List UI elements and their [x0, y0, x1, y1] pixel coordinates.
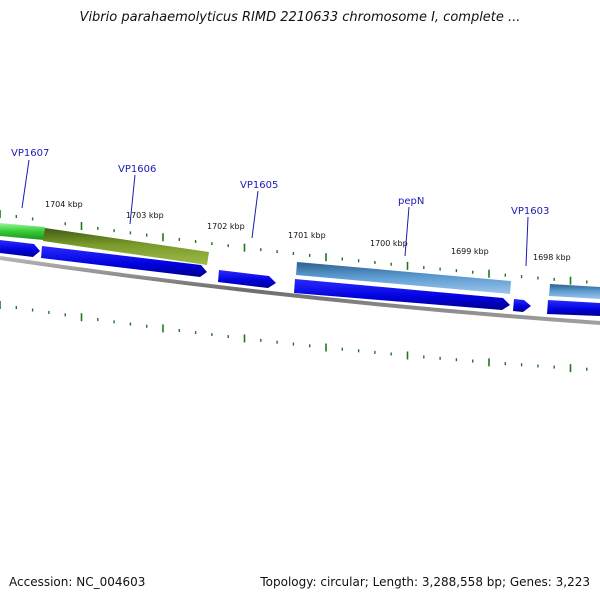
kbp-label-1703: 1703 kbp — [126, 211, 164, 220]
gene-vp1607-feature[interactable] — [0, 223, 45, 240]
gene-label-vp1607[interactable]: VP1607 — [11, 148, 49, 159]
cds-vp1607[interactable] — [0, 240, 40, 257]
gene-vp1602-feature[interactable] — [549, 284, 600, 299]
leader-line-vp1603 — [525, 216, 529, 267]
gene-label-vp1606[interactable]: VP1606 — [118, 164, 156, 175]
cds-vp1602[interactable] — [547, 300, 600, 316]
gene-label-vp1603[interactable]: VP1603 — [511, 206, 549, 217]
leader-line-vp1607 — [21, 159, 30, 209]
gene-label-vp1605[interactable]: VP1605 — [240, 180, 278, 191]
kbp-label-1702: 1702 kbp — [207, 222, 245, 231]
outer-tick-marks — [0, 210, 588, 285]
leader-line-pepn — [404, 206, 410, 257]
kbp-label-1701: 1701 kbp — [288, 231, 326, 240]
cds-pepn[interactable] — [294, 279, 510, 310]
gene-pepn-feature[interactable] — [296, 262, 511, 294]
gene-vp1606-feature[interactable] — [43, 228, 209, 265]
inner-tick-marks — [0, 301, 588, 373]
kbp-label-1699: 1699 kbp — [451, 247, 489, 256]
kbp-label-1700: 1700 kbp — [370, 239, 408, 248]
kbp-label-1704: 1704 kbp — [45, 200, 83, 209]
cds-vp1605[interactable] — [218, 270, 276, 288]
cds-vp1603[interactable] — [513, 299, 531, 312]
map-title: Vibrio parahaemolyticus RIMD 2210633 chr… — [79, 10, 521, 25]
topology-summary: Topology: circular; Length: 3,288,558 bp… — [260, 575, 590, 589]
cds-vp1606[interactable] — [41, 246, 207, 277]
leader-line-vp1605 — [251, 190, 259, 239]
accession-text: Accession: NC_004603 — [9, 575, 146, 589]
kbp-label-1698: 1698 kbp — [533, 253, 571, 262]
gene-label-pepn[interactable]: pepN — [398, 196, 424, 207]
chromosome-backbone — [0, 256, 600, 325]
leader-line-vp1606 — [129, 174, 136, 225]
